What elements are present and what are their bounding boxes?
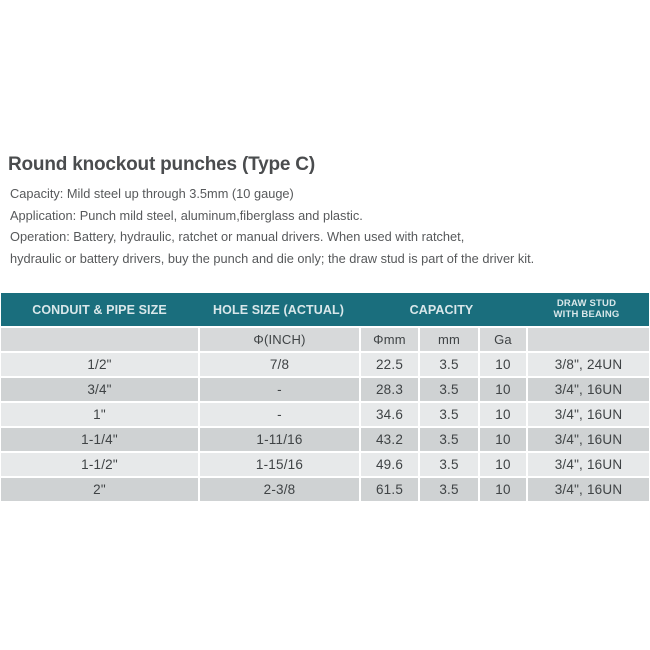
cell-capacity-phi-mm: 34.6 <box>361 403 418 426</box>
operation-line-1: Operation: Battery, hydraulic, ratchet o… <box>10 229 465 244</box>
header-draw-stud: DRAW STUD WITH BEAING <box>524 298 649 320</box>
cell-capacity-phi-mm: 61.5 <box>361 478 418 501</box>
subheader-draw-stud <box>528 328 649 351</box>
cell-capacity-mm: 3.5 <box>420 353 478 376</box>
cell-capacity-mm: 3.5 <box>420 453 478 476</box>
subheader-phi-inch: Φ(INCH) <box>200 328 359 351</box>
cell-capacity-ga: 10 <box>480 428 526 451</box>
cell-capacity-mm: 3.5 <box>420 478 478 501</box>
spec-table: CONDUIT & PIPE SIZE HOLE SIZE (ACTUAL) C… <box>1 293 649 501</box>
cell-draw-stud: 3/8", 24UN <box>528 353 649 376</box>
header-conduit-pipe-size: CONDUIT & PIPE SIZE <box>32 302 167 317</box>
cell-hole-size: - <box>200 378 359 401</box>
subheader-conduit <box>1 328 198 351</box>
cell-draw-stud: 3/4", 16UN <box>528 478 649 501</box>
cell-draw-stud: 3/4", 16UN <box>528 403 649 426</box>
table-row: 3/4" - 28.3 3.5 10 3/4", 16UN <box>1 378 649 401</box>
cell-capacity-ga: 10 <box>480 353 526 376</box>
cell-capacity-ga: 10 <box>480 478 526 501</box>
cell-hole-size: 7/8 <box>200 353 359 376</box>
cell-conduit-size: 2" <box>1 478 198 501</box>
table-header-row: CONDUIT & PIPE SIZE HOLE SIZE (ACTUAL) C… <box>1 293 649 326</box>
cell-conduit-size: 1" <box>1 403 198 426</box>
cell-conduit-size: 3/4" <box>1 378 198 401</box>
subheader-mm: mm <box>420 328 478 351</box>
header-capacity: CAPACITY <box>409 302 474 317</box>
cell-draw-stud: 3/4", 16UN <box>528 378 649 401</box>
cell-conduit-size: 1-1/2" <box>1 453 198 476</box>
capacity-line: Capacity: Mild steel up through 3.5mm (1… <box>10 186 294 201</box>
cell-capacity-ga: 10 <box>480 403 526 426</box>
page-title: Round knockout punches (Type C) <box>8 154 315 175</box>
table-row: 1-1/2" 1-15/16 49.6 3.5 10 3/4", 16UN <box>1 453 649 476</box>
cell-conduit-size: 1-1/4" <box>1 428 198 451</box>
cell-capacity-ga: 10 <box>480 453 526 476</box>
cell-capacity-ga: 10 <box>480 378 526 401</box>
cell-capacity-phi-mm: 43.2 <box>361 428 418 451</box>
cell-capacity-phi-mm: 28.3 <box>361 378 418 401</box>
header-hole-size: HOLE SIZE (ACTUAL) <box>213 302 344 317</box>
cell-draw-stud: 3/4", 16UN <box>528 428 649 451</box>
cell-conduit-size: 1/2" <box>1 353 198 376</box>
operation-line-2: hydraulic or battery drivers, buy the pu… <box>10 250 535 266</box>
cell-capacity-phi-mm: 22.5 <box>361 353 418 376</box>
subheader-ga: Ga <box>480 328 526 351</box>
cell-capacity-phi-mm: 49.6 <box>361 453 418 476</box>
header-draw-stud-line1: DRAW STUD <box>556 298 617 309</box>
cell-capacity-mm: 3.5 <box>420 378 478 401</box>
header-draw-stud-line2: WITH BEAING <box>553 308 620 320</box>
cell-hole-size: 1-15/16 <box>200 453 359 476</box>
cell-capacity-mm: 3.5 <box>420 403 478 426</box>
cell-capacity-mm: 3.5 <box>420 428 478 451</box>
table-row: 1-1/4" 1-11/16 43.2 3.5 10 3/4", 16UN <box>1 428 649 451</box>
cell-hole-size: 2-3/8 <box>200 478 359 501</box>
table-subheader-row: Φ(INCH) Φmm mm Ga <box>1 328 649 351</box>
cell-hole-size: - <box>200 403 359 426</box>
table-row: 1/2" 7/8 22.5 3.5 10 3/8", 24UN <box>1 353 649 376</box>
table-row: 2" 2-3/8 61.5 3.5 10 3/4", 16UN <box>1 478 649 501</box>
subheader-phi-mm: Φmm <box>361 328 418 351</box>
application-line: Application: Punch mild steel, aluminum,… <box>10 207 363 223</box>
table-row: 1" - 34.6 3.5 10 3/4", 16UN <box>1 403 649 426</box>
cell-hole-size: 1-11/16 <box>200 428 359 451</box>
cell-draw-stud: 3/4", 16UN <box>528 453 649 476</box>
intro-section: Round knockout punches (Type C) Capacity… <box>8 154 644 269</box>
